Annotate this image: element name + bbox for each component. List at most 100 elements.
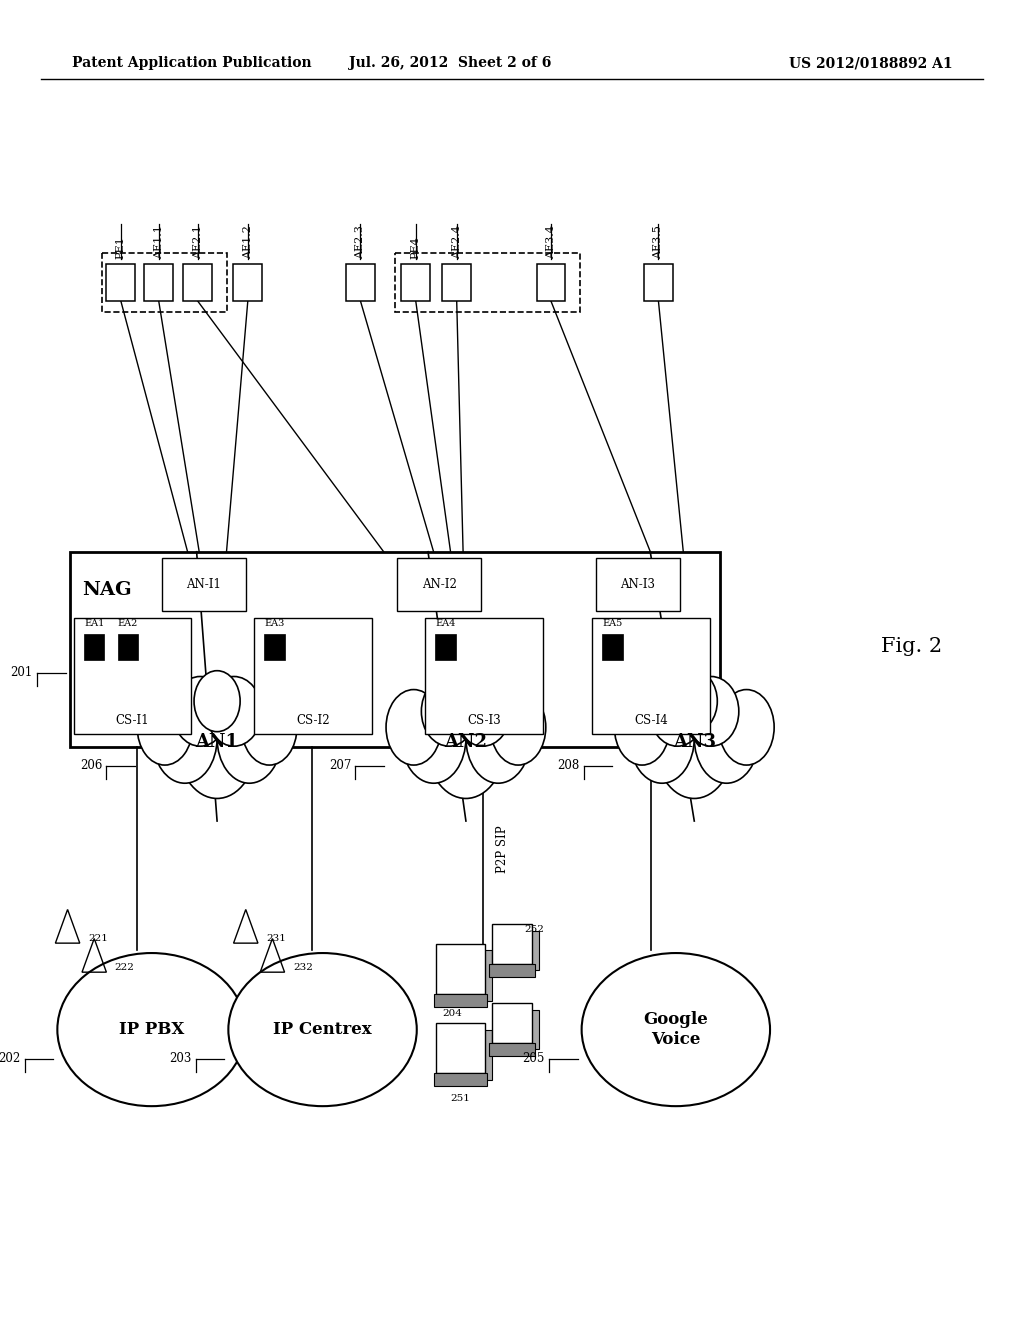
Bar (498, 931, 539, 970)
Bar (401, 264, 430, 301)
Ellipse shape (137, 689, 193, 766)
Text: CS-I4: CS-I4 (634, 714, 668, 727)
Bar (592, 618, 710, 734)
Ellipse shape (490, 689, 546, 766)
Bar (118, 634, 138, 660)
Bar (395, 253, 580, 312)
Bar (644, 264, 673, 301)
Ellipse shape (455, 676, 511, 746)
Text: 207: 207 (329, 759, 351, 772)
Text: AE2.4: AE2.4 (452, 224, 462, 259)
Text: P2P SIP: P2P SIP (496, 825, 509, 873)
Bar (492, 924, 532, 964)
Text: CS-I3: CS-I3 (467, 714, 501, 727)
Bar (436, 944, 485, 994)
Text: AE1.1: AE1.1 (154, 224, 164, 259)
Text: IP PBX: IP PBX (119, 1022, 184, 1038)
Text: EA5: EA5 (602, 619, 623, 628)
Text: Fig. 2: Fig. 2 (881, 638, 942, 656)
Text: EA2: EA2 (118, 619, 138, 628)
Text: 205: 205 (522, 1052, 545, 1065)
Bar (397, 558, 481, 611)
Bar (596, 558, 680, 611)
Text: AN-I2: AN-I2 (422, 578, 457, 591)
Bar (84, 634, 104, 660)
Text: NAG: NAG (82, 581, 131, 599)
Ellipse shape (386, 689, 441, 766)
Ellipse shape (195, 671, 240, 731)
Text: 232: 232 (293, 964, 312, 972)
Ellipse shape (206, 676, 262, 746)
Bar (264, 634, 285, 660)
Text: 231: 231 (266, 935, 286, 942)
Bar (106, 264, 135, 301)
Text: AE2.1: AE2.1 (193, 224, 203, 259)
Bar (442, 264, 471, 301)
Text: AE1.2: AE1.2 (243, 224, 253, 259)
Text: AE3.5: AE3.5 (653, 224, 664, 259)
Ellipse shape (694, 693, 759, 783)
Bar (436, 1023, 485, 1073)
Ellipse shape (582, 953, 770, 1106)
Ellipse shape (172, 676, 227, 746)
Bar (144, 264, 173, 301)
Text: PE1: PE1 (116, 236, 126, 259)
Ellipse shape (684, 676, 739, 746)
Ellipse shape (57, 953, 246, 1106)
Bar (70, 552, 720, 747)
Text: 206: 206 (80, 759, 102, 772)
Ellipse shape (422, 676, 477, 746)
Bar (102, 253, 227, 312)
Text: US 2012/0188892 A1: US 2012/0188892 A1 (788, 57, 952, 70)
Bar (434, 994, 487, 1007)
Ellipse shape (442, 671, 489, 731)
Text: AN2: AN2 (444, 733, 487, 751)
Bar (434, 1073, 487, 1086)
Bar (346, 264, 375, 301)
Ellipse shape (650, 676, 706, 746)
Text: AE3.4: AE3.4 (546, 224, 556, 259)
Text: 204: 204 (442, 1010, 462, 1018)
Ellipse shape (466, 693, 530, 783)
Ellipse shape (177, 685, 257, 799)
Ellipse shape (228, 953, 417, 1106)
Bar (498, 1010, 539, 1049)
Text: CS-I2: CS-I2 (296, 714, 330, 727)
Ellipse shape (630, 693, 694, 783)
Ellipse shape (672, 671, 717, 731)
Text: 252: 252 (524, 925, 544, 933)
Text: 222: 222 (115, 964, 134, 972)
Bar (489, 964, 535, 977)
Text: EA1: EA1 (84, 619, 104, 628)
Bar (435, 634, 456, 660)
Bar (425, 618, 543, 734)
Text: PE4: PE4 (411, 236, 421, 259)
Bar (74, 618, 191, 734)
Text: Jul. 26, 2012  Sheet 2 of 6: Jul. 26, 2012 Sheet 2 of 6 (349, 57, 552, 70)
Text: IP Centrex: IP Centrex (273, 1022, 372, 1038)
Text: AE2.3: AE2.3 (355, 224, 366, 259)
Text: 202: 202 (0, 1052, 20, 1065)
Text: AN3: AN3 (673, 733, 716, 751)
Text: AN-I1: AN-I1 (186, 578, 221, 591)
Bar (442, 1030, 492, 1080)
Text: 221: 221 (88, 935, 108, 942)
Ellipse shape (654, 685, 734, 799)
Ellipse shape (719, 689, 774, 766)
Bar (537, 264, 565, 301)
Text: 251: 251 (451, 1094, 470, 1102)
Text: Google
Voice: Google Voice (643, 1011, 709, 1048)
Bar (254, 618, 372, 734)
Text: EA3: EA3 (264, 619, 285, 628)
Text: EA4: EA4 (435, 619, 456, 628)
Text: Patent Application Publication: Patent Application Publication (72, 57, 311, 70)
Bar (489, 1043, 535, 1056)
Text: 201: 201 (10, 667, 33, 680)
Ellipse shape (614, 689, 670, 766)
Text: 208: 208 (557, 759, 580, 772)
Bar (602, 634, 623, 660)
Ellipse shape (401, 693, 466, 783)
Bar (442, 950, 492, 1001)
Bar (183, 264, 212, 301)
Text: AN1: AN1 (196, 733, 239, 751)
